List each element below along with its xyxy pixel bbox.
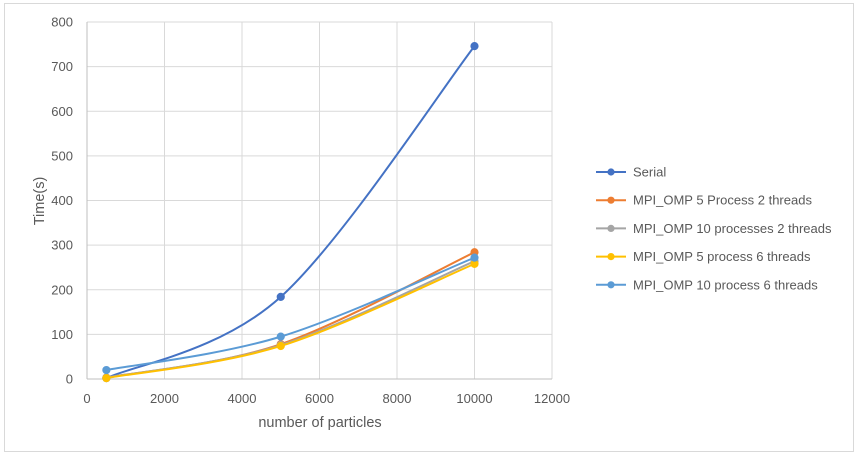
- legend-label: MPI_OMP 5 process 6 threads: [633, 249, 811, 264]
- legend-marker: [607, 196, 615, 204]
- axes: [86, 22, 552, 380]
- x-tick-label: 2000: [150, 391, 179, 406]
- legend-marker: [607, 253, 615, 261]
- x-tick-label: 4000: [228, 391, 257, 406]
- data-point: [276, 292, 285, 301]
- x-tick-label: 12000: [534, 391, 570, 406]
- gridlines: [87, 21, 553, 379]
- legend-marker: [607, 224, 615, 232]
- legend-marker: [607, 281, 615, 289]
- y-tick-label: 800: [51, 15, 73, 30]
- x-axis-title: number of particles: [258, 415, 381, 431]
- series-4: [102, 253, 479, 375]
- y-tick-label: 400: [51, 193, 73, 208]
- legend-marker: [607, 168, 615, 176]
- data-point: [276, 341, 285, 351]
- legend-label: Serial: [633, 165, 666, 180]
- y-axis-title: Time(s): [32, 177, 48, 226]
- series-3: [102, 259, 479, 383]
- y-tick-label: 200: [51, 282, 73, 297]
- legend-item: MPI_OMP 10 process 6 threads: [596, 277, 818, 292]
- y-tick-label: 0: [66, 372, 73, 387]
- data-point: [102, 374, 111, 383]
- legend-label: MPI_OMP 5 Process 2 threads: [633, 193, 812, 208]
- y-tick-label: 500: [51, 148, 73, 163]
- x-tick-label: 6000: [305, 391, 334, 406]
- series-line: [106, 256, 475, 372]
- data-point: [102, 365, 111, 375]
- x-tick-label: 0: [83, 391, 90, 406]
- legend-item: MPI_OMP 10 processes 2 threads: [596, 221, 832, 236]
- series-group: [102, 41, 479, 383]
- legend-label: MPI_OMP 10 process 6 threads: [633, 277, 818, 292]
- series-line: [105, 45, 476, 380]
- legend-item: MPI_OMP 5 Process 2 threads: [596, 193, 812, 208]
- y-tick-label: 600: [51, 104, 73, 119]
- x-tick-label: 10000: [456, 391, 492, 406]
- legend-label: MPI_OMP 10 processes 2 threads: [633, 221, 832, 236]
- legend-item: Serial: [596, 165, 666, 180]
- series-0: [102, 41, 479, 383]
- chart-frame: [4, 3, 854, 452]
- legend-item: MPI_OMP 5 process 6 threads: [596, 249, 811, 264]
- data-point: [470, 41, 479, 51]
- data-point: [470, 253, 479, 262]
- x-tick-label: 8000: [383, 391, 412, 406]
- y-tick-label: 700: [51, 59, 73, 74]
- data-point: [276, 332, 285, 341]
- x-tick-labels: 0 2000 4000 6000 8000 10000 12000: [83, 391, 570, 406]
- y-tick-labels: 0 100 200 300 400 500 600 700 800: [51, 15, 73, 387]
- legend: Serial MPI_OMP 5 Process 2 threads MPI_OMP…: [596, 165, 832, 292]
- y-tick-label: 300: [51, 238, 73, 253]
- y-tick-label: 100: [51, 327, 73, 342]
